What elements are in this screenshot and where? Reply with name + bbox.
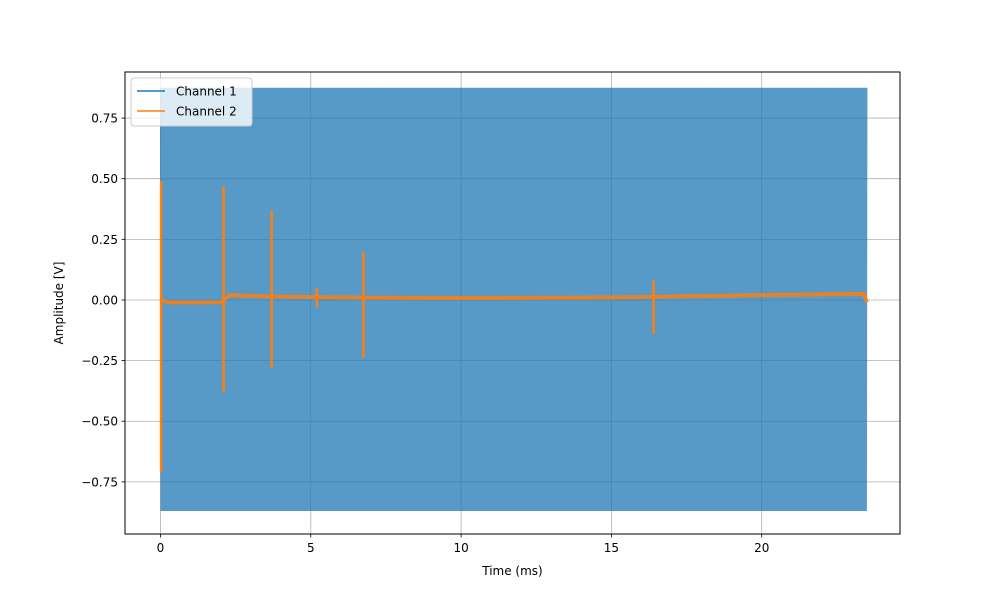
- x-tick-label: 5: [307, 541, 315, 555]
- series-channel-2: [159, 181, 869, 473]
- series-channel-1-line: [159, 87, 868, 511]
- x-tick-label: 10: [453, 541, 468, 555]
- axes-frame: [124, 71, 901, 535]
- y-tick-label: 0.00: [91, 293, 118, 307]
- x-tick-label: 20: [754, 541, 769, 555]
- y-tick-label: 0.75: [91, 112, 118, 126]
- y-tick-label: −0.25: [81, 354, 118, 368]
- legend: Channel 1 Channel 2: [130, 77, 253, 127]
- y-tick-label: 0.25: [91, 233, 118, 247]
- y-tick-label: −0.75: [81, 475, 118, 489]
- y-axis: −0.75 −0.50 −0.25 0.00 0.25 0.50 0.75: [81, 112, 125, 489]
- y-tick-label: −0.50: [81, 415, 118, 429]
- legend-label-channel-1: Channel 1: [176, 85, 237, 99]
- series-channel-2-baseline: [159, 291, 869, 305]
- x-axis-label: Time (ms): [481, 564, 543, 578]
- series-layer: [159, 87, 869, 511]
- x-axis: 0 5 10 15 20: [157, 534, 769, 555]
- y-axis-label: Amplitude [V]: [52, 262, 66, 345]
- plot-area: [124, 71, 901, 535]
- legend-box: [130, 77, 253, 127]
- x-tick-label: 0: [157, 541, 165, 555]
- x-tick-label: 15: [604, 541, 619, 555]
- legend-label-channel-2: Channel 2: [176, 105, 237, 119]
- y-tick-label: 0.50: [91, 172, 118, 186]
